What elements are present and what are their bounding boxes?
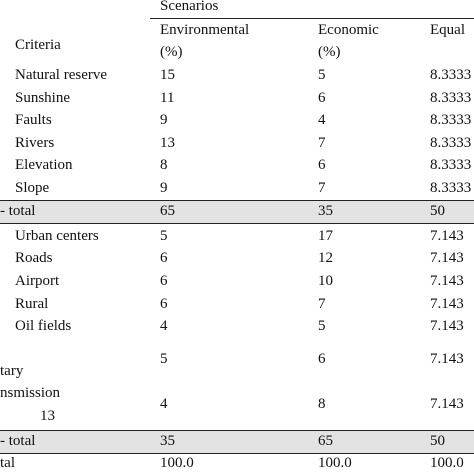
row-label: Faults: [15, 112, 52, 128]
cell: 100.0: [160, 455, 194, 471]
cell: 8.3333: [430, 157, 472, 173]
cell: 8.3333: [430, 180, 472, 196]
cell: 7.143: [430, 296, 464, 312]
row-label: Oil fields: [15, 318, 72, 334]
cell: 35: [318, 203, 333, 219]
cell: 5: [160, 228, 168, 244]
criteria-header: Criteria: [15, 37, 61, 53]
cell: 6: [318, 351, 326, 367]
row-label: - total: [0, 433, 36, 449]
cell: 5: [318, 67, 326, 83]
column-header: (%): [318, 44, 341, 60]
cell: 11: [160, 90, 175, 106]
cell: 8: [318, 396, 326, 412]
cell: 50: [430, 203, 445, 219]
row-rule: [0, 430, 474, 431]
cell: 7.143: [430, 228, 464, 244]
cell: 9: [160, 180, 168, 196]
cell: 7: [318, 180, 326, 196]
row-label: Urban centers: [15, 228, 99, 244]
subtotal-band: [0, 201, 474, 223]
cell: 6: [318, 90, 326, 106]
cell: 10: [318, 273, 333, 289]
cell: 8.3333: [430, 135, 472, 151]
row-label: Sunshine: [15, 90, 71, 106]
row-label: tal: [0, 455, 15, 471]
row-label: 13: [40, 408, 55, 424]
cell: 7.143: [430, 396, 464, 412]
subtotal-band: [0, 431, 474, 453]
cell: 6: [318, 157, 326, 173]
row-label: Elevation: [15, 157, 73, 173]
cell: 13: [160, 135, 175, 151]
cell: 7: [318, 296, 326, 312]
cell: 100.0: [318, 455, 352, 471]
cell: 7.143: [430, 250, 464, 266]
column-header: (%): [160, 44, 183, 60]
cell: 17: [318, 228, 333, 244]
cell: 6: [160, 273, 168, 289]
cell: 35: [160, 433, 175, 449]
row-rule: [0, 200, 474, 201]
cell: 100.0: [430, 455, 464, 471]
cell: 4: [318, 112, 326, 128]
cell: 7.143: [430, 351, 464, 367]
row-label: Airport: [15, 273, 60, 289]
row-rule: [0, 223, 474, 224]
column-header: Economic: [318, 22, 379, 38]
cell: 7.143: [430, 273, 464, 289]
row-label: nsmission: [0, 385, 61, 401]
cell: 5: [318, 318, 326, 334]
group-header: Scenarios: [160, 0, 219, 14]
cell: 8.3333: [430, 90, 472, 106]
column-header: Equal: [430, 22, 465, 38]
cell: 8.3333: [430, 67, 472, 83]
cell: 6: [160, 250, 168, 266]
row-label: - total: [0, 203, 36, 219]
cell: 15: [160, 67, 175, 83]
cell: 8: [160, 157, 168, 173]
column-header: Environmental: [160, 22, 250, 38]
cell: 12: [318, 250, 333, 266]
row-rule: [0, 453, 474, 454]
cell: 4: [160, 396, 168, 412]
cell: 4: [160, 318, 168, 334]
cell: 7.143: [430, 318, 464, 334]
row-label: Rural: [15, 296, 49, 312]
cell: 50: [430, 433, 445, 449]
row-label: Rivers: [15, 135, 55, 151]
cell: 6: [160, 296, 168, 312]
row-label: Natural reserve: [15, 67, 108, 83]
cell: 8.3333: [430, 112, 472, 128]
header-rule: [150, 18, 474, 19]
cell: 65: [318, 433, 333, 449]
cell: 5: [160, 351, 168, 367]
cell: 9: [160, 112, 168, 128]
cell: 65: [160, 203, 175, 219]
row-label: tary: [0, 363, 24, 379]
row-label: Slope: [15, 180, 50, 196]
cell: 7: [318, 135, 326, 151]
row-label: Roads: [15, 250, 53, 266]
